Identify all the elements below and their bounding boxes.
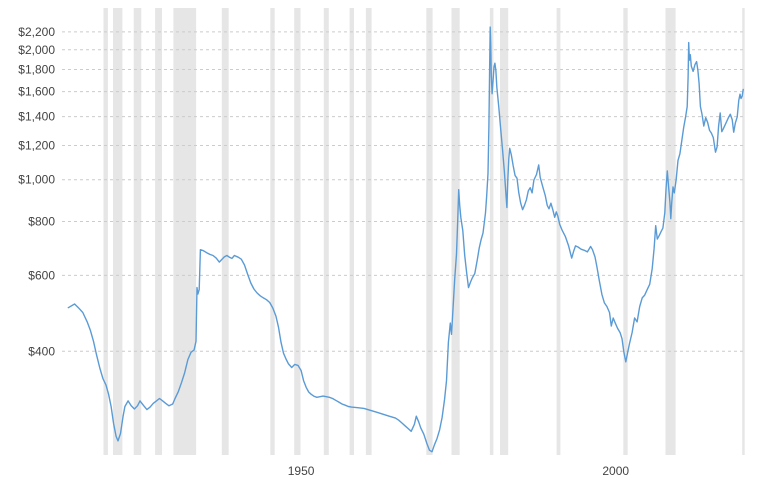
recession-band	[323, 8, 329, 455]
recession-band	[349, 8, 354, 455]
recession-band	[556, 8, 561, 455]
recession-band	[103, 8, 108, 455]
recession-band	[665, 8, 676, 455]
x-tick-label: 1950	[288, 464, 315, 478]
recession-band	[294, 8, 301, 455]
y-tick-label: $2,200	[18, 25, 55, 39]
recession-band	[426, 8, 433, 455]
y-tick-label: $1,000	[18, 173, 55, 187]
y-tick-label: $1,800	[18, 63, 55, 77]
recession-band	[221, 8, 229, 455]
recession-band	[500, 8, 509, 455]
y-tick-label: $1,400	[18, 110, 55, 124]
recession-band	[365, 8, 372, 455]
y-tick-label: $1,600	[18, 85, 55, 99]
recession-band	[270, 8, 275, 455]
y-tick-label: $1,200	[18, 139, 55, 153]
y-tick-label: $800	[28, 215, 55, 229]
y-tick-label: $400	[28, 344, 55, 358]
recession-band	[173, 8, 197, 455]
x-tick-label: 2000	[602, 464, 629, 478]
recession-band	[113, 8, 123, 455]
recession-band	[742, 8, 745, 455]
price-line	[67, 26, 744, 453]
recession-band	[451, 8, 460, 455]
y-tick-label: $2,000	[18, 43, 55, 57]
recession-band	[133, 8, 142, 455]
y-tick-label: $600	[28, 268, 55, 282]
recession-band	[623, 8, 628, 455]
recession-band	[155, 8, 162, 455]
recession-band	[489, 8, 494, 455]
